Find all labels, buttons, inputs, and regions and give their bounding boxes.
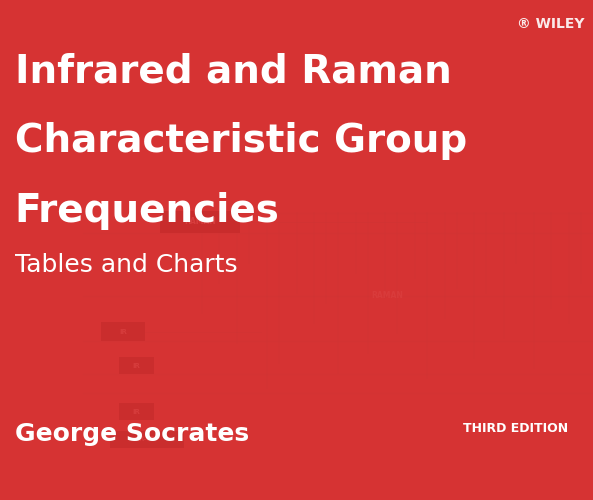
- Text: George Socrates: George Socrates: [15, 422, 249, 446]
- Bar: [160, 212, 240, 233]
- Text: ® WILEY: ® WILEY: [517, 18, 584, 32]
- Text: Tables and Charts: Tables and Charts: [15, 252, 237, 276]
- Bar: [101, 322, 145, 341]
- Text: RAMAN: RAMAN: [371, 292, 403, 300]
- Text: IR: IR: [119, 328, 127, 334]
- Text: Frequencies: Frequencies: [15, 192, 280, 230]
- Bar: [110, 430, 184, 448]
- Text: R–IR: R–IR: [138, 436, 155, 442]
- Text: RAMAN: RAMAN: [184, 218, 216, 226]
- Text: Infrared and Raman: Infrared and Raman: [15, 52, 452, 90]
- Text: IR: IR: [132, 362, 141, 368]
- Text: Characteristic Group: Characteristic Group: [15, 122, 467, 160]
- Bar: [119, 357, 154, 374]
- Text: IR: IR: [132, 408, 141, 414]
- Bar: [119, 403, 154, 420]
- Text: THIRD EDITION: THIRD EDITION: [463, 422, 568, 436]
